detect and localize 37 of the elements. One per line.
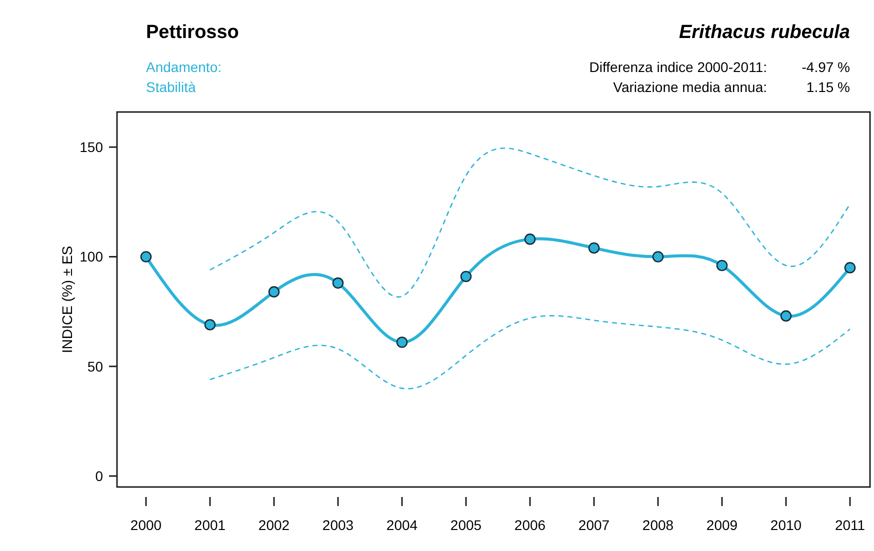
y-tick-label: 100 [80, 248, 104, 265]
text: Differenza indice 2000-2011: [589, 59, 767, 75]
x-tick-label: 2009 [706, 517, 738, 533]
y-tick-label: 50 [87, 358, 104, 374]
y-tick-label: 150 [80, 139, 104, 156]
x-tick-label: 2001 [194, 517, 226, 533]
point [844, 262, 856, 274]
text: Stabilità [146, 79, 196, 95]
point [588, 242, 600, 254]
point [716, 260, 728, 272]
x-tick-label: 2002 [258, 517, 290, 533]
text: Andamento: [146, 59, 222, 75]
text: Variazione media annua: [613, 79, 767, 95]
x-tick-label: 2003 [322, 517, 354, 533]
x-tick-label: 2010 [770, 517, 802, 533]
x-tick-label: 2008 [642, 517, 674, 533]
point [524, 234, 536, 245]
y-tick-label: 0 [95, 468, 104, 484]
point [332, 277, 344, 289]
x-tick-label: 2006 [514, 517, 546, 533]
chart-title: Pettirosso [146, 22, 239, 43]
text: -4.97 % [802, 59, 850, 75]
point [140, 251, 152, 262]
text: 1.15 % [806, 79, 850, 95]
x-tick-label: 2000 [130, 517, 162, 533]
point [652, 251, 664, 262]
point [780, 310, 792, 322]
point [396, 336, 408, 348]
x-tick-label: 2011 [834, 517, 866, 533]
x-tick-label: 2007 [578, 517, 610, 533]
x-tick-label: 2004 [386, 517, 418, 533]
point [460, 270, 472, 282]
x-tick-label: 2005 [450, 517, 482, 533]
point [268, 286, 280, 298]
point [204, 319, 216, 330]
y-axis-title: INDICE (%) ± ES [59, 246, 75, 354]
chart-subtitle: Erithacus rubecula [678, 22, 850, 43]
